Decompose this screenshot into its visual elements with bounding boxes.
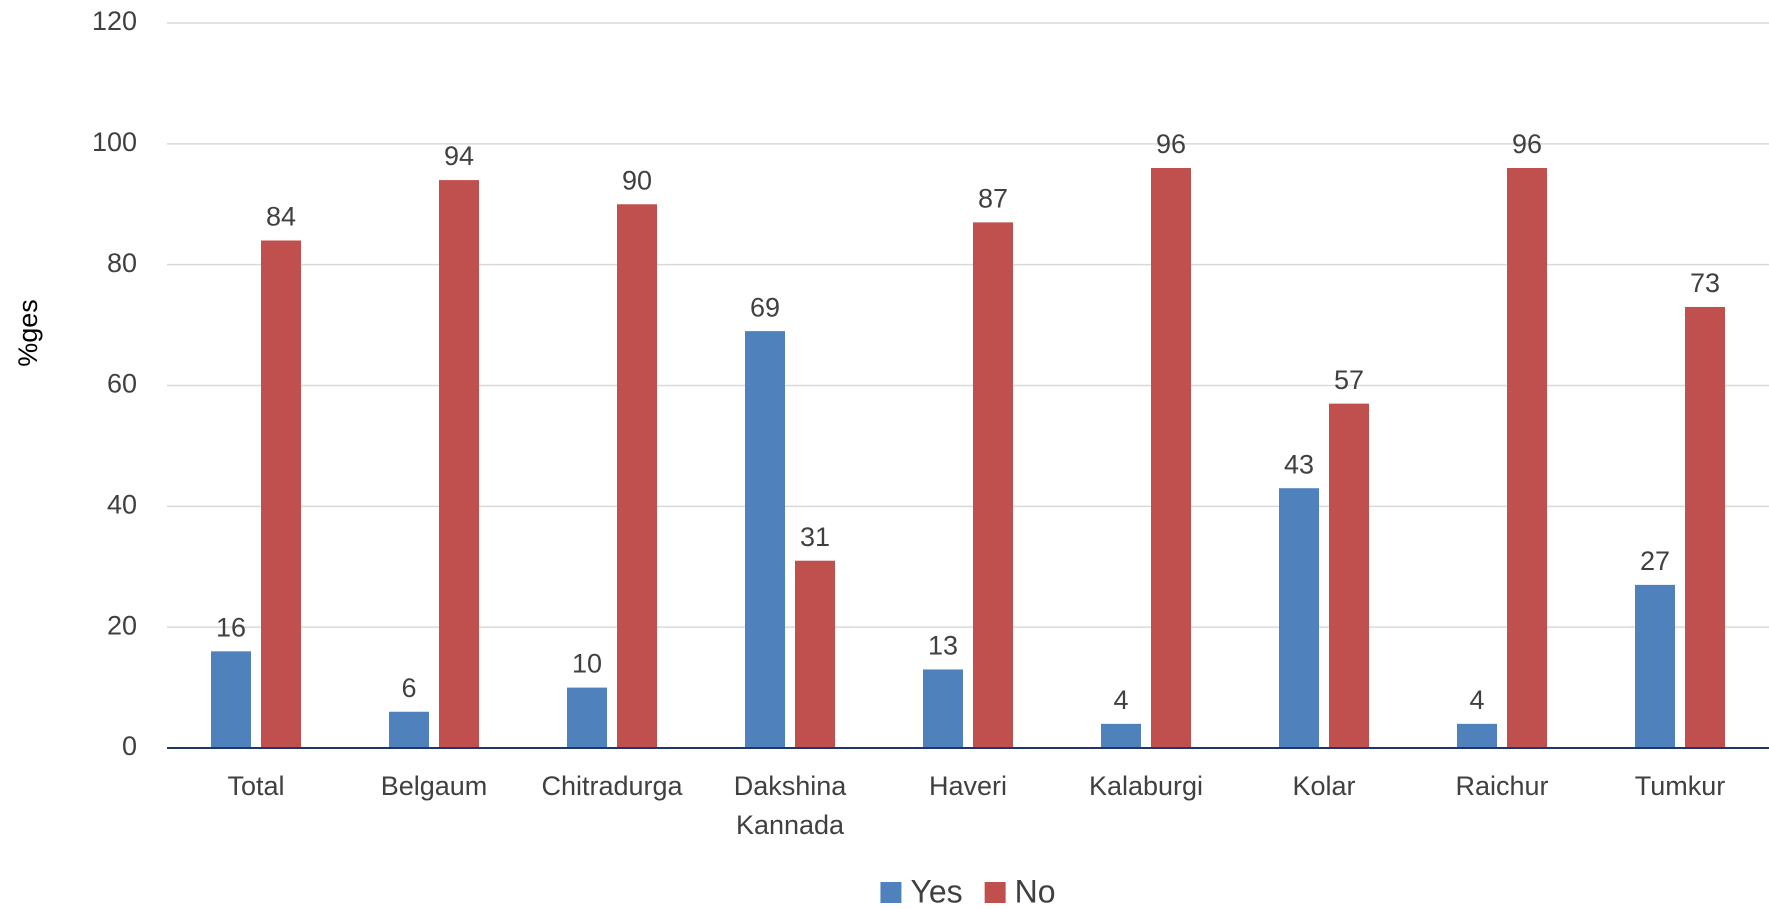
data-label: 6 [401,673,416,703]
data-label: 96 [1512,129,1542,159]
data-label: 84 [266,202,296,232]
bar [745,331,785,748]
bar [973,222,1013,748]
bar [567,687,607,748]
bar [439,180,479,749]
data-label: 57 [1334,365,1364,395]
bar [1457,723,1497,748]
x-tick-label: Belgaum [381,771,488,801]
y-tick-label: 0 [122,731,137,761]
data-label: 94 [444,141,474,171]
bar [261,240,301,748]
bar [1151,168,1191,748]
x-tick-label: Total [227,771,284,801]
y-tick-label: 120 [92,6,137,36]
data-label: 27 [1640,546,1670,576]
x-tick-label: Dakshina Kannada [734,771,848,840]
data-label: 10 [572,649,602,679]
data-label: 13 [928,631,958,661]
x-tick-label: Chitradurga [541,771,683,801]
bar [1507,168,1547,748]
legend-swatch [880,882,902,903]
data-label: 43 [1284,449,1314,479]
y-tick-label: 60 [107,369,137,399]
data-label: 4 [1113,685,1128,715]
y-tick-label: 20 [107,610,137,640]
x-tick-label: Haveri [929,771,1007,801]
data-label: 69 [750,292,780,322]
legend: Yes No [880,873,1056,909]
data-label: 16 [216,612,246,642]
bar [795,560,835,748]
data-label: 87 [978,184,1008,214]
bar [211,651,251,748]
bar [617,204,657,748]
y-tick-label: 80 [107,248,137,278]
data-label: 73 [1690,268,1720,298]
data-label: 90 [622,165,652,195]
data-label: 96 [1156,129,1186,159]
y-tick-label: 100 [92,127,137,157]
legend-label: No [1015,873,1056,909]
x-tick-label: Raichur [1455,771,1548,801]
legend-label: Yes [910,873,962,909]
bar [1329,403,1369,748]
bar [389,711,429,748]
x-tick-label: Tumkur [1635,771,1726,801]
bar [1101,723,1141,748]
bar [1635,584,1675,748]
legend-swatch [984,882,1006,903]
bar [1685,306,1725,748]
bar [923,669,963,748]
data-label: 31 [800,522,830,552]
y-axis-label: %ges [13,299,43,367]
bar [1279,488,1319,748]
x-tick-label: Kalaburgi [1089,771,1203,801]
y-tick-label: 40 [107,489,137,519]
data-label: 4 [1469,685,1484,715]
x-tick-label: Kolar [1292,771,1355,801]
